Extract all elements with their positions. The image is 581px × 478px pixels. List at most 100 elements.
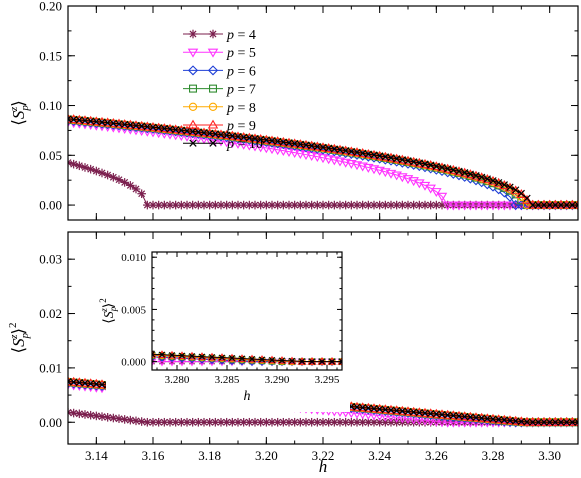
data-point-10 — [87, 379, 95, 388]
x-tick-label: 3.18 — [198, 448, 221, 463]
data-point-5 — [459, 201, 470, 211]
data-point-9 — [550, 199, 561, 209]
bottom-x-axis-label: h — [319, 457, 328, 476]
y-tick-label: 0.02 — [39, 306, 62, 321]
data-point-10 — [313, 142, 321, 151]
inset-y-axis-label: ⟨Spz⟩2 — [98, 298, 118, 323]
data-point-4 — [109, 413, 118, 423]
data-point-4 — [114, 414, 124, 424]
data-point-4 — [131, 184, 141, 194]
legend-label: p = 4 — [226, 28, 256, 43]
data-point-10 — [70, 378, 78, 386]
data-point-10 — [523, 418, 531, 426]
data-point-5 — [470, 201, 482, 211]
data-point-10 — [308, 358, 316, 365]
data-point-9 — [572, 416, 578, 426]
legend-marker — [189, 139, 197, 147]
data-point-9 — [317, 356, 327, 365]
data-point-9 — [555, 199, 567, 209]
data-point-10 — [495, 415, 503, 424]
data-point-10 — [288, 357, 296, 365]
data-point-10 — [218, 354, 226, 361]
data-point-10 — [483, 414, 491, 423]
data-point-10 — [512, 417, 520, 425]
data-point-10 — [338, 358, 342, 365]
data-point-10 — [376, 152, 384, 160]
legend-marker — [188, 29, 198, 39]
data-point-4 — [318, 417, 328, 427]
data-point-4 — [114, 175, 124, 184]
data-point-10 — [489, 415, 497, 423]
data-point-4 — [245, 200, 254, 210]
data-point-5 — [487, 201, 499, 211]
data-point-9 — [516, 189, 527, 198]
data-point-5 — [436, 192, 448, 202]
data-point-10 — [178, 352, 186, 359]
legend-label: p = 7 — [226, 83, 256, 98]
legend: p = 4 p = 5 p = 6 p = 7 p = 8 p = 9 p = 10 — [183, 28, 263, 152]
series-10 — [152, 351, 342, 365]
data-point-10 — [455, 412, 463, 420]
data-point-5 — [334, 157, 346, 167]
top-y-axis-label: ⟨Spz⟩ — [8, 100, 31, 126]
data-point-10 — [342, 146, 350, 155]
data-point-4 — [80, 410, 90, 419]
data-point-4 — [75, 161, 84, 171]
inset-background — [106, 244, 350, 412]
legend-marker — [207, 48, 219, 58]
y-tick-label: 0.005 — [121, 304, 146, 316]
data-point-5 — [152, 358, 157, 367]
legend-marker — [208, 29, 218, 39]
data-point-10 — [478, 414, 486, 422]
data-point-10 — [381, 153, 389, 161]
data-point-4 — [131, 416, 141, 426]
data-point-4 — [273, 417, 282, 427]
data-point-10 — [449, 166, 457, 174]
data-point-10 — [398, 407, 406, 415]
legend-entry-9: p = 9 — [183, 119, 256, 134]
data-point-5 — [448, 201, 459, 211]
data-point-4 — [194, 200, 203, 210]
data-point-10 — [540, 201, 548, 209]
data-point-9 — [544, 199, 555, 209]
data-point-9 — [561, 416, 572, 426]
data-point-10 — [328, 358, 336, 365]
y-tick-label: 0.15 — [39, 48, 62, 63]
data-point-10 — [268, 356, 276, 364]
data-point-10 — [495, 179, 503, 187]
data-point-4 — [211, 417, 220, 427]
x-tick-label: 3.280 — [165, 374, 190, 386]
legend-entry-10: p = 10 — [183, 137, 263, 152]
data-point-10 — [461, 412, 469, 421]
data-point-4 — [126, 181, 135, 190]
inset-panel: 3.280 3.285 3.290 3.295 0.000 0.005 0.010 ⟨Spz⟩… — [98, 244, 350, 412]
data-point-4 — [279, 200, 288, 210]
data-point-10 — [461, 169, 469, 177]
legend-marker — [187, 48, 199, 58]
data-point-4 — [86, 410, 95, 420]
y-tick-label: 0.20 — [39, 0, 62, 14]
data-point-10 — [158, 351, 166, 358]
data-point-4 — [426, 200, 435, 210]
data-point-10 — [478, 173, 486, 181]
data-point-10 — [238, 355, 246, 362]
data-point-5 — [431, 188, 442, 198]
data-point-5 — [465, 418, 476, 428]
data-point-5 — [164, 130, 176, 140]
data-point-9 — [567, 199, 578, 209]
data-point-10 — [529, 418, 537, 426]
data-point-9 — [493, 177, 504, 187]
data-point-9 — [538, 416, 550, 426]
data-point-5 — [442, 201, 453, 211]
data-point-5 — [453, 201, 465, 211]
legend-label: p = 5 — [226, 46, 256, 61]
data-point-10 — [534, 201, 542, 209]
data-point-10 — [551, 418, 559, 426]
x-tick-label: 3.30 — [538, 448, 561, 463]
data-point-10 — [393, 406, 401, 415]
data-point-10 — [248, 355, 256, 363]
data-point-4 — [137, 189, 146, 199]
data-point-4 — [69, 159, 78, 169]
data-point-10 — [353, 148, 361, 156]
data-point-6 — [572, 417, 578, 428]
